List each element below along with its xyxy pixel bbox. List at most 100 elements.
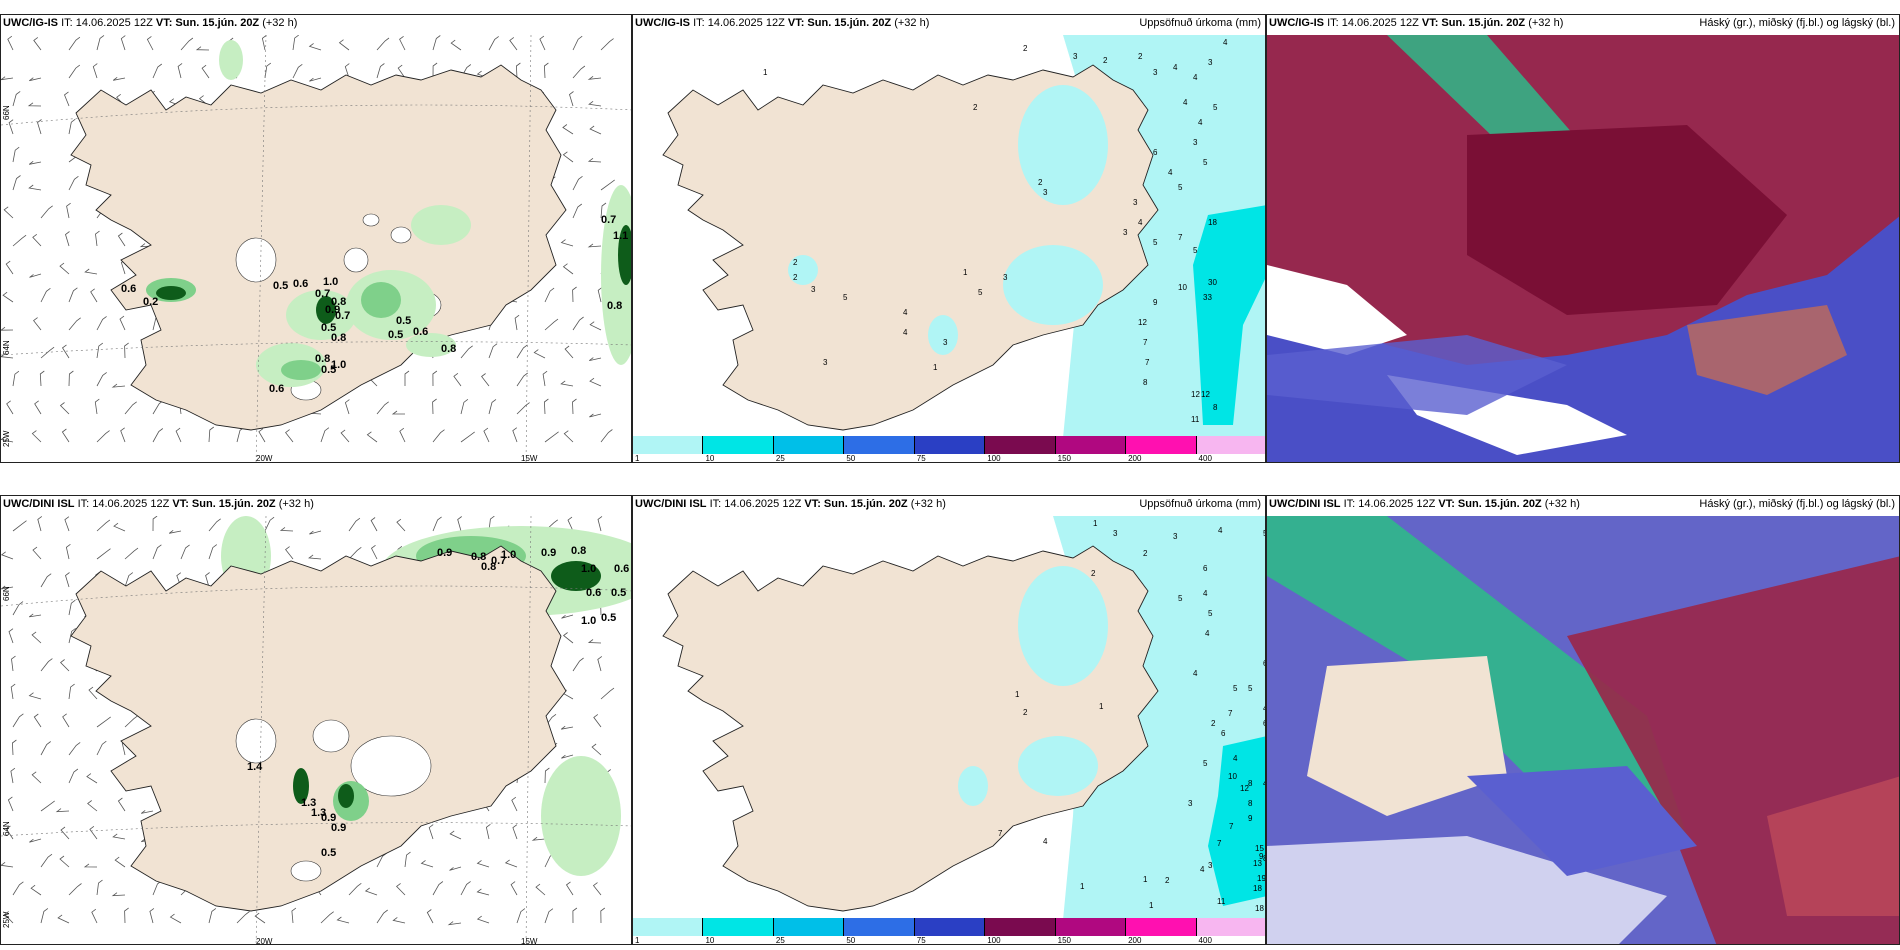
wind-barb <box>348 882 362 896</box>
wind-barb <box>514 314 520 331</box>
value-label: 4 <box>903 328 908 337</box>
wind-barb <box>572 65 586 79</box>
value-label: 3 <box>1208 58 1213 67</box>
value-label: 9 <box>1153 298 1158 307</box>
wind-barb <box>543 398 549 415</box>
wind-barb <box>30 884 42 896</box>
legend-swatch <box>985 436 1056 454</box>
legend-label: 150 <box>1057 936 1072 945</box>
wind-barb <box>152 428 164 443</box>
wind-barb <box>68 175 79 191</box>
wind-barb <box>175 427 182 443</box>
wind-barb <box>516 908 526 924</box>
wind-barb <box>589 125 602 135</box>
wind-barb <box>195 46 210 51</box>
value-label: 2 <box>1143 549 1148 558</box>
value-label: 1.3 <box>301 797 316 809</box>
wind-barb <box>12 601 24 616</box>
value-label: 4 <box>1223 38 1228 47</box>
wind-barb <box>146 36 154 51</box>
legend-swatch <box>1126 436 1197 454</box>
wind-barb <box>600 202 607 219</box>
legend-swatch <box>703 918 774 936</box>
wind-barb <box>432 35 441 51</box>
wind-barb <box>562 151 574 163</box>
wind-barb <box>336 916 350 924</box>
value-label: 1.4 <box>247 761 263 773</box>
wind-barb <box>488 516 495 532</box>
value-label: 0.9 <box>331 822 346 834</box>
panel-title: Uppsöfnuð úrkoma (mm) <box>1139 498 1261 510</box>
legend-label: 25 <box>775 454 785 463</box>
value-label: 3 <box>1133 198 1138 207</box>
wind-barb <box>55 808 70 813</box>
wind-barb <box>168 529 182 534</box>
wind-barb <box>37 119 42 135</box>
wind-barb <box>12 370 20 387</box>
value-label: 1 <box>933 363 938 372</box>
panel-header: UWC/IG-IS IT: 14.06.2025 12Z VT: Sun. 15… <box>1269 17 1564 29</box>
value-label: 0.5 <box>611 587 626 599</box>
wind-barb <box>344 63 350 79</box>
wind-barb <box>57 914 70 924</box>
wind-barb <box>5 260 14 275</box>
value-label: 5 <box>1208 609 1213 618</box>
panel-dini-accum: UWC/DINI ISL IT: 14.06.2025 12Z VT: Sun.… <box>632 495 1266 945</box>
value-label: 4 <box>1183 98 1188 107</box>
wind-barb <box>68 599 76 616</box>
wind-barb <box>460 345 473 359</box>
wind-barb <box>112 76 126 81</box>
glaciers <box>235 718 432 882</box>
wind-barb <box>589 321 602 331</box>
precip-legend: 1 10 25 50 75 100 150 200 400 <box>633 918 1265 944</box>
wind-barb <box>587 639 602 644</box>
wind-barb <box>476 860 490 868</box>
lat-64n-label: 64N <box>2 821 11 836</box>
panel-title: Uppsöfnuð úrkoma (mm) <box>1139 17 1261 29</box>
wind-barb <box>10 767 16 784</box>
wind-barb <box>1 353 14 359</box>
wind-barb <box>597 516 603 532</box>
wind-barb <box>32 546 42 560</box>
panel-ig-is-wind-precip: UWC/IG-IS IT: 14.06.2025 12Z VT: Sun. 15… <box>0 14 632 463</box>
wind-barb <box>457 516 462 532</box>
value-label: 4 <box>1205 629 1210 638</box>
wind-barb <box>114 856 126 868</box>
wind-barb <box>124 342 129 359</box>
value-label: 8 <box>1248 779 1253 788</box>
legend-label: 25 <box>775 936 785 945</box>
wind-barb <box>59 659 70 672</box>
wind-barb <box>563 430 574 443</box>
value-label: 0.9 <box>541 547 556 559</box>
wind-barb <box>96 35 105 51</box>
value-label: 0.8 <box>607 300 622 312</box>
wind-barb <box>560 725 574 730</box>
wind-barb <box>562 632 574 644</box>
wind-barb <box>488 343 498 359</box>
accum-land-patches <box>958 566 1108 806</box>
wind-barb <box>84 268 98 275</box>
value-label: 0.6 <box>121 283 136 295</box>
precip-labels: 0.9 0.80.80.71.0 0.9 0.81.0 0.60.50.60.51.01… <box>247 545 629 859</box>
value-label: 2 <box>973 103 978 112</box>
value-label: 0.8 <box>441 343 456 355</box>
value-label: 1 <box>1149 901 1154 910</box>
wind-barb <box>113 522 126 532</box>
wind-barb <box>285 429 294 443</box>
wind-barb <box>453 372 462 387</box>
value-label: 0.9 <box>321 812 336 824</box>
wind-barb <box>344 399 350 415</box>
value-label: 5 <box>1153 238 1158 247</box>
wind-barb <box>120 427 126 443</box>
wind-barb <box>509 37 518 51</box>
wind-barb <box>291 907 297 924</box>
wind-barb <box>5 825 14 840</box>
wind-barb <box>600 179 615 191</box>
wind-barb <box>510 881 518 896</box>
wind-barb <box>8 119 14 135</box>
legend-label: 10 <box>705 936 715 945</box>
wind-barb <box>12 881 24 896</box>
wind-barb <box>561 754 574 759</box>
wind-barb <box>124 547 139 560</box>
